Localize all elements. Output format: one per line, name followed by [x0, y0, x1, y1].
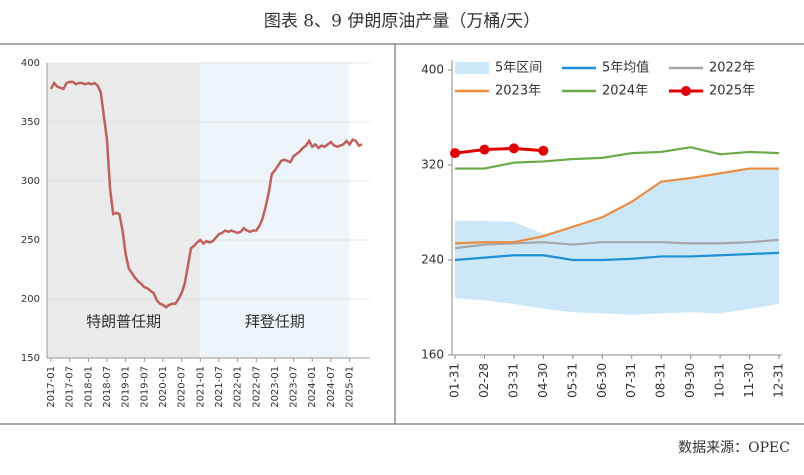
series-line: [454, 238, 780, 250]
x-tick-label: 2021-07: [214, 366, 225, 408]
data-line: [49, 80, 363, 309]
x-tick-label: 2025-01: [345, 366, 356, 408]
legend-swatch: [455, 62, 489, 74]
series-marker: [538, 145, 549, 156]
x-tick-label: 04-30: [536, 363, 550, 398]
legend-label: 2023年: [495, 84, 541, 99]
x-tick-label: 08-31: [654, 363, 668, 398]
legend-marker: [681, 86, 691, 96]
x-tick-label: 03-31: [506, 363, 520, 398]
series-line: [455, 146, 780, 170]
y-tick-label: 350: [21, 117, 40, 128]
y-tick-label: 300: [21, 176, 40, 187]
series-line: [454, 167, 779, 245]
x-tick-label: 2019-07: [139, 366, 150, 408]
y-tick-label: 200: [21, 294, 40, 305]
x-tick-label: 12-31: [772, 363, 786, 398]
series-marker: [508, 143, 519, 154]
x-tick-label: 05-31: [565, 363, 579, 398]
legend-label: 2022年: [709, 61, 755, 76]
x-tick-label: 2024-01: [307, 366, 318, 408]
x-tick-label: 10-31: [713, 363, 727, 398]
y-tick-label: 160: [421, 348, 444, 362]
legend-label: 2024年: [602, 84, 648, 99]
x-tick-label: 09-30: [683, 363, 697, 398]
x-tick-label: 2020-07: [177, 366, 188, 408]
y-tick-label: 150: [21, 353, 40, 364]
x-tick-label: 2017-07: [65, 366, 76, 408]
y-tick-label: 400: [21, 58, 40, 69]
x-tick-label: 2023-07: [289, 366, 300, 408]
x-tick-label: 2018-07: [102, 366, 113, 408]
x-tick-label: 07-31: [624, 363, 638, 398]
x-tick-label: 2022-01: [233, 366, 244, 408]
legend-label: 5年区间: [495, 61, 542, 76]
legend-label: 5年均值: [602, 60, 649, 76]
x-tick-label: 2021-01: [195, 366, 206, 408]
x-tick-label: 2017-01: [46, 366, 57, 408]
period-shade: [47, 63, 201, 358]
page-title: 图表 8、9 伊朗原油产量（万桶/天）: [264, 12, 540, 32]
period-label: 特朗普任期: [86, 313, 161, 331]
x-tick-label: 2018-01: [83, 366, 94, 408]
x-tick-label: 2019-01: [121, 366, 132, 408]
legend-label: 2025年: [709, 84, 755, 99]
series-marker: [450, 148, 460, 159]
x-tick-label: 2020-01: [158, 366, 169, 408]
source: 数据来源：OPEC: [678, 440, 790, 456]
y-tick-label: 320: [421, 158, 444, 172]
period-label: 拜登任期: [245, 313, 305, 331]
x-tick-label: 01-31: [448, 363, 462, 398]
x-tick-label: 2023-01: [270, 366, 281, 408]
x-tick-label: 06-30: [595, 363, 609, 398]
y-tick-label: 400: [421, 63, 444, 77]
series-line: [454, 251, 780, 262]
y-tick-label: 240: [421, 253, 444, 267]
series-marker: [479, 144, 490, 155]
period-shade: [200, 63, 350, 358]
x-tick-label: 11-30: [742, 363, 756, 398]
x-tick-label: 02-28: [477, 363, 491, 398]
series-line: [454, 146, 544, 155]
y-tick-label: 250: [21, 235, 40, 246]
x-tick-label: 2022-07: [251, 366, 262, 408]
x-tick-label: 2024-07: [326, 366, 337, 408]
